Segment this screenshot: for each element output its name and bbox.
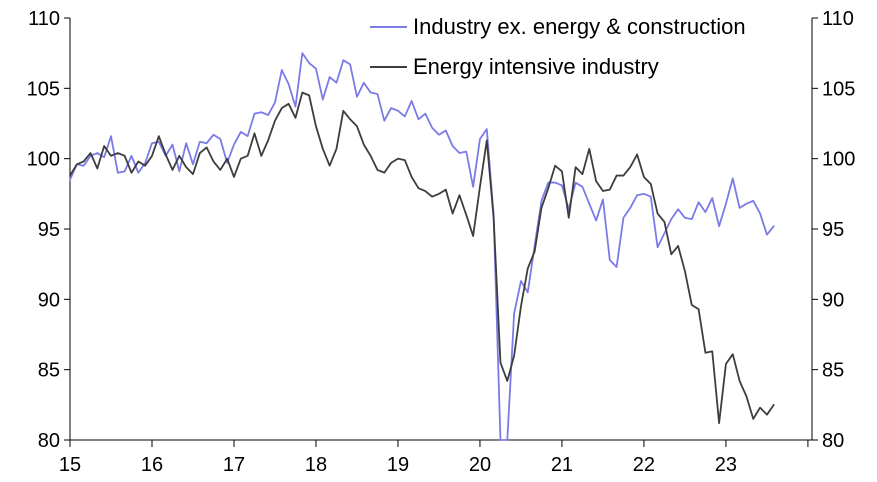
right-y-tick-label: 105: [822, 78, 855, 100]
right-y-tick-label: 80: [822, 430, 844, 452]
x-tick-label: 21: [551, 454, 573, 476]
right-y-tick-label: 110: [822, 8, 854, 30]
right-y-axis: 80 85 90 95 100 105 110: [811, 8, 855, 452]
right-y-tick-label: 90: [822, 289, 844, 311]
left-y-tick-label: 100: [27, 149, 60, 171]
x-tick-label: 17: [223, 454, 245, 476]
series-line-industry: [69, 52, 775, 441]
x-tick-label: 18: [305, 454, 327, 476]
legend-item-industry: Industry ex. energy & construction: [370, 14, 746, 39]
left-y-tick-label: 95: [38, 219, 60, 241]
left-y-tick-label: 110: [28, 8, 60, 30]
left-y-tick-label: 80: [38, 430, 60, 452]
x-tick-label: 22: [633, 454, 655, 476]
legend-item-energy-intensive: Energy intensive industry: [370, 54, 659, 79]
right-y-tick-label: 85: [822, 360, 844, 382]
left-y-axis: 80 85 90 95 100 105 110: [27, 8, 71, 452]
series-line-energy-intensive: [69, 91, 775, 425]
x-tick-label: 15: [59, 454, 81, 476]
right-y-tick-label: 95: [822, 219, 844, 241]
series-layer: [69, 52, 775, 441]
x-tick-label: 20: [469, 454, 491, 476]
legend-label-energy-intensive: Energy intensive industry: [413, 54, 659, 79]
x-tick-label: 23: [715, 454, 737, 476]
x-axis: 15 16 17 18 19 20 21 22 23: [59, 439, 812, 476]
legend-label-industry: Industry ex. energy & construction: [413, 14, 746, 39]
x-tick-label: 19: [387, 454, 409, 476]
left-y-tick-label: 90: [38, 289, 60, 311]
left-y-tick-label: 105: [27, 78, 60, 100]
x-tick-label: 16: [141, 454, 163, 476]
right-y-tick-label: 100: [822, 149, 855, 171]
legend: Industry ex. energy & construction Energ…: [370, 14, 746, 79]
left-y-tick-label: 85: [38, 360, 60, 382]
